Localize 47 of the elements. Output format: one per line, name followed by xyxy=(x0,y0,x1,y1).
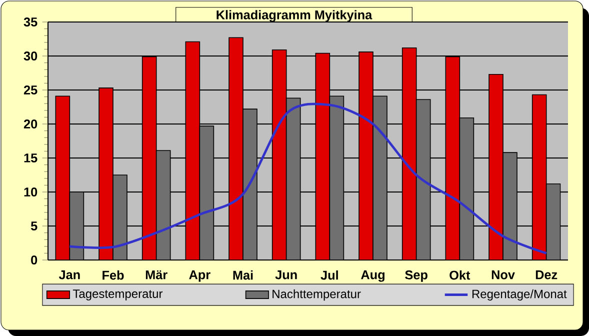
x-tick-label: Okt xyxy=(450,270,470,280)
x-tick-label: Mär xyxy=(146,270,168,280)
bar xyxy=(185,41,200,260)
bar xyxy=(199,126,214,260)
y-tick-label: 5 xyxy=(30,222,38,230)
bar xyxy=(459,117,474,260)
bar xyxy=(156,150,171,260)
bar xyxy=(98,88,114,260)
bar xyxy=(546,183,561,260)
line-series xyxy=(68,102,548,254)
bar xyxy=(315,52,330,260)
bar xyxy=(286,98,301,260)
x-tick-label: Feb xyxy=(102,270,124,280)
y-tick-label: 20 xyxy=(24,120,38,128)
y-tick-label: 35 xyxy=(24,18,38,26)
bar xyxy=(532,94,547,260)
x-tick-label: Dez xyxy=(536,270,558,280)
legend-label: Tagestemperatur xyxy=(72,290,163,300)
bar xyxy=(272,49,287,260)
y-tick-label: 15 xyxy=(24,154,38,162)
y-tick-label: 10 xyxy=(24,188,38,196)
bar xyxy=(402,47,417,260)
x-tick-label: Nov xyxy=(492,270,515,280)
y-tick-label: 0 xyxy=(31,256,38,264)
x-tick-label: Mai xyxy=(233,270,253,280)
bar xyxy=(445,56,460,260)
y-tick-label: 25 xyxy=(24,86,38,94)
x-tick-label: Apr xyxy=(189,270,210,282)
bar xyxy=(358,52,374,260)
y-tick-label: 30 xyxy=(24,52,38,60)
bar xyxy=(329,96,344,260)
x-tick-label: Sep xyxy=(405,270,428,282)
bar xyxy=(488,74,504,260)
chart-title: Klimadiagramm Myitkyina xyxy=(216,10,372,22)
x-tick-label: Jan xyxy=(58,270,80,280)
legend-label: Regentage/Monat xyxy=(472,289,567,301)
bar xyxy=(228,37,244,260)
bar xyxy=(372,96,388,260)
bar xyxy=(502,152,518,260)
legend-label: Nachttemperatur xyxy=(272,289,361,301)
bar xyxy=(70,192,84,260)
x-tick-label: Aug xyxy=(361,270,384,282)
x-tick-label: Jun xyxy=(275,270,297,280)
bar xyxy=(142,56,157,260)
x-tick-label: Jul xyxy=(320,270,338,280)
bar xyxy=(56,96,70,260)
bar xyxy=(416,99,431,260)
